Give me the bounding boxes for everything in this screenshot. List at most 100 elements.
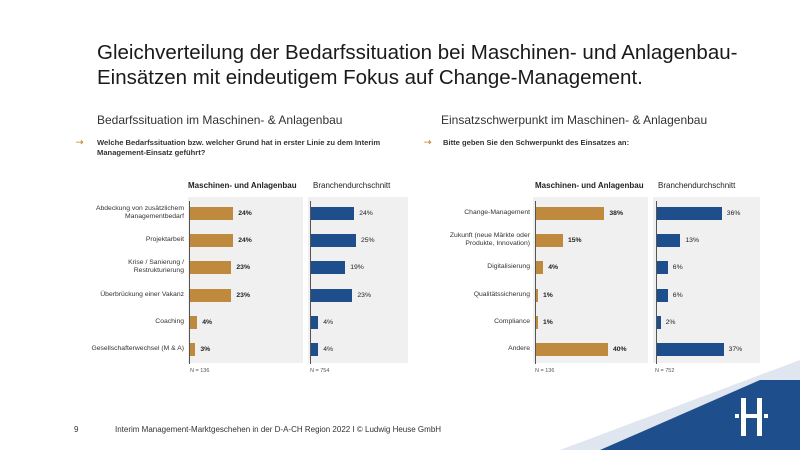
left-bar-series-2 [311, 343, 319, 356]
right-panel-blue [653, 197, 760, 363]
right-category-label-line: Zukunft (neue Märkte oder [449, 231, 530, 239]
right-value-label-series-2: 6% [672, 264, 683, 272]
left-header-series-2: Branchendurchschnitt [313, 181, 391, 190]
right-n-blue: N = 752 [655, 368, 675, 374]
left-bar-series-1 [190, 207, 234, 220]
left-value-label-series-1: 3% [200, 346, 211, 353]
right-bar-series-1 [536, 261, 544, 275]
right-bar-series-1 [536, 234, 563, 248]
left-bar-series-1 [190, 261, 232, 275]
right-value-label-series-1: 15% [568, 237, 582, 245]
left-category-label-line: Restrukturierung [133, 267, 184, 275]
left-value-label-series-1: 23% [236, 291, 250, 299]
right-value-label-series-1: 1% [543, 291, 553, 299]
left-axis-blue [310, 201, 311, 365]
left-value-label-series-2: 25% [361, 237, 375, 245]
left-category-label: Abdeckung von zusätzlichem Managementbeda… [60, 205, 184, 222]
right-axis-blue [656, 201, 657, 365]
right-category-label-line: Produkte, Innovation) [465, 240, 530, 248]
left-arrow-icon: ⇢ [76, 137, 84, 147]
right-category-label: Compliance [430, 318, 530, 327]
right-bar-series-2 [657, 234, 681, 248]
left-bar-series-1 [190, 315, 198, 329]
left-panel-gold [188, 197, 303, 363]
left-bar-series-1 [190, 343, 196, 356]
left-bar-series-2 [311, 315, 319, 329]
right-category-label-line: Andere [508, 345, 530, 352]
left-category-label: Coaching [60, 318, 184, 327]
page-title: Gleichverteilung der Bedarfssituation be… [97, 40, 757, 90]
right-value-label-series-2: 36% [726, 210, 741, 217]
right-value-label-series-2: 37% [728, 346, 743, 353]
right-header-series-2: Branchendurchschnitt [658, 181, 736, 190]
right-value-label-series-2: 6% [672, 291, 683, 299]
right-value-label-series-1: 40% [613, 346, 627, 353]
left-header-series-1: Maschinen- und Anlagenbau [188, 181, 297, 190]
right-category-label: Qualitätssicherung [430, 291, 530, 300]
left-panel-blue [308, 197, 408, 363]
left-bar-series-2 [311, 207, 355, 220]
title-line-1: Gleichverteilung der Bedarfssituation be… [97, 41, 738, 64]
right-question: Bitte geben Sie den Schwerpunkt des Eins… [443, 138, 629, 148]
left-n-gold: N = 136 [190, 368, 210, 374]
left-category-label-line: Abdeckung von zusätzlichem [95, 204, 184, 212]
right-category-label: Change-Management [430, 209, 530, 218]
left-category-label-line: Krise / Sanierung / [128, 258, 184, 266]
right-value-label-series-1: 1% [543, 318, 553, 326]
right-arrow-icon: ⇢ [424, 137, 432, 147]
right-section-title: Einsatzschwerpunkt im Maschinen- & Anlag… [441, 113, 708, 127]
right-value-label-series-2: 13% [685, 237, 699, 245]
right-category-label-line: Change-Management [464, 209, 530, 216]
left-value-label-series-1: 4% [202, 318, 213, 326]
right-panel-gold [533, 197, 648, 363]
left-category-label-line: Coaching [155, 317, 184, 325]
right-bar-series-2 [657, 207, 722, 220]
left-section-title: Bedarfssituation im Maschinen- & Anlagen… [97, 113, 343, 127]
left-value-label-series-2: 4% [323, 318, 334, 326]
logo-icon [735, 398, 768, 436]
left-value-label-series-1: 24% [238, 210, 252, 217]
left-category-label: Überbrückung einer Vakanz [60, 291, 184, 300]
left-bar-series-2 [311, 234, 356, 248]
left-value-label-series-2: 19% [350, 264, 364, 272]
right-bar-series-2 [657, 288, 668, 302]
right-category-label-line: Compliance [494, 317, 530, 325]
right-bar-series-2 [657, 343, 724, 356]
left-category-label: Gesellschafterwechsel (M & A) [60, 345, 184, 354]
left-category-label-line: Überbrückung einer Vakanz [100, 290, 184, 298]
page-number: 9 [74, 425, 79, 434]
left-value-label-series-2: 23% [357, 291, 371, 299]
left-category-label: Projektarbeit [60, 236, 184, 245]
left-value-label-series-1: 23% [236, 264, 250, 272]
left-value-label-series-1: 24% [238, 237, 252, 245]
right-n-gold: N = 136 [535, 368, 555, 374]
left-axis-gold [189, 201, 190, 365]
footer-text: Interim Management-Marktgeschehen in der… [115, 425, 442, 434]
left-question-line-2: Management-Einsatz geführt? [97, 148, 206, 157]
right-bar-series-1 [536, 343, 608, 356]
right-bar-series-1 [536, 315, 538, 329]
left-category-label: Krise / Sanierung / Restrukturierung [60, 259, 184, 276]
left-question-line-1: Welche Bedarfssituation bzw. welcher Gru… [97, 138, 381, 147]
right-value-label-series-1: 38% [609, 210, 623, 217]
right-bar-series-2 [657, 315, 661, 329]
title-line-2: Einsätzen mit eindeutigem Fokus auf Chan… [97, 66, 643, 89]
left-question: Welche Bedarfssituation bzw. welcher Gru… [97, 138, 380, 158]
left-bar-series-2 [311, 261, 346, 275]
left-bar-series-1 [190, 234, 234, 248]
right-bar-series-1 [536, 288, 538, 302]
right-axis-gold [535, 201, 536, 365]
right-category-label: Andere [430, 345, 530, 354]
left-category-label-line: Projektarbeit [145, 236, 184, 244]
left-category-label-line: Gesellschafterwechsel (M & A) [91, 345, 184, 352]
right-bar-series-2 [657, 261, 668, 275]
right-bar-series-1 [536, 207, 605, 220]
left-bar-series-2 [311, 288, 353, 302]
right-question-line-1: Bitte geben Sie den Schwerpunkt des Eins… [443, 138, 630, 147]
right-category-label-line: Digitalisierung [487, 263, 530, 271]
left-value-label-series-2: 4% [323, 346, 334, 353]
right-value-label-series-2: 2% [665, 318, 676, 326]
right-category-label: Zukunft (neue Märkte oder Produkte, Innov… [430, 232, 530, 249]
right-category-label: Digitalisierung [430, 263, 530, 272]
